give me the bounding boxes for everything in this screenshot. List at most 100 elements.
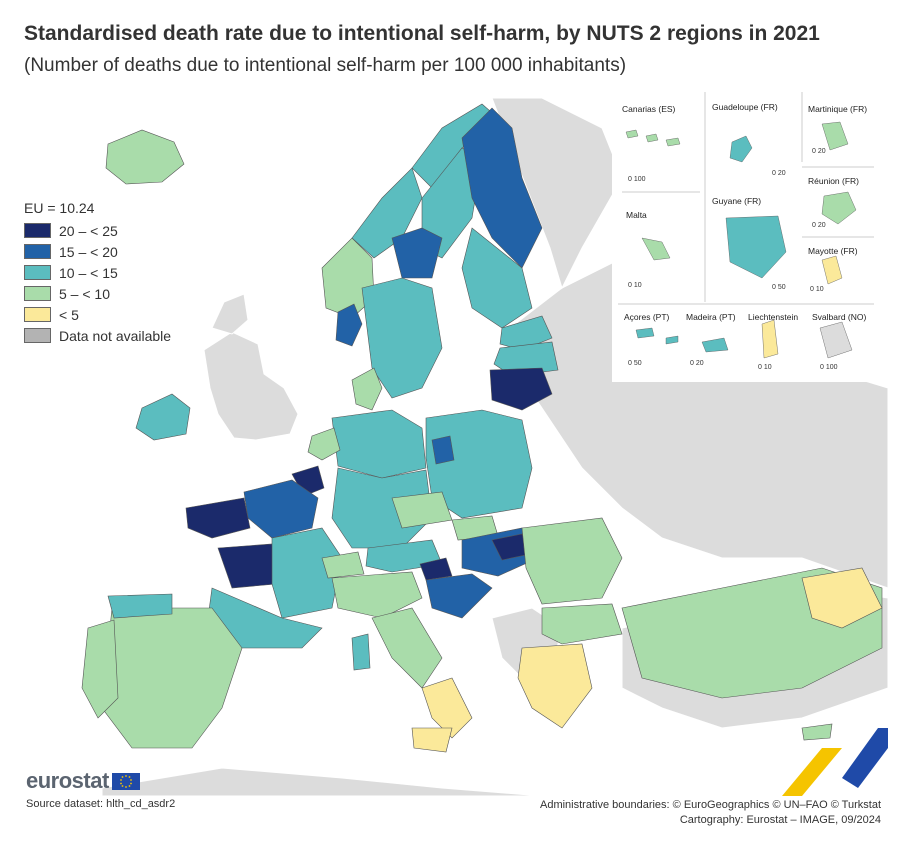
legend-label: 20 – < 25 bbox=[59, 222, 118, 239]
legend-label: Data not available bbox=[59, 327, 172, 344]
region-italy-centre bbox=[371, 607, 443, 689]
region-poland bbox=[425, 409, 533, 519]
scotland-landmass bbox=[211, 293, 249, 335]
inset-label-guadeloupe: Guadeloupe (FR) bbox=[712, 102, 778, 112]
region-sweden-mid bbox=[391, 227, 443, 279]
reunion-shape bbox=[821, 191, 857, 225]
credits: Administrative boundaries: © EuroGeograp… bbox=[540, 798, 881, 828]
region-france-brittany bbox=[185, 497, 251, 539]
region-finland-north bbox=[461, 107, 543, 269]
inset-label-canarias: Canarias (ES) bbox=[622, 104, 676, 114]
legend-swatch bbox=[24, 223, 51, 238]
region-poland-east bbox=[431, 435, 455, 465]
region-iceland bbox=[105, 129, 185, 185]
inset-label-malta: Malta bbox=[626, 210, 647, 220]
eurostat-decoration-blue bbox=[842, 728, 888, 788]
inset-label-madeira: Madeira (PT) bbox=[686, 312, 736, 322]
region-denmark bbox=[351, 367, 383, 411]
region-spain bbox=[101, 607, 243, 749]
credits-boundaries: Administrative boundaries: © EuroGeograp… bbox=[539, 799, 881, 811]
region-croatia bbox=[425, 573, 493, 619]
region-lithuania bbox=[489, 367, 553, 411]
inset-label-guyane: Guyane (FR) bbox=[712, 196, 762, 206]
legend-item: 10 – < 15 bbox=[24, 262, 171, 283]
inset-scale-reunion: 0 20 bbox=[812, 222, 826, 229]
region-italy-north bbox=[331, 571, 423, 619]
region-sardinia bbox=[351, 633, 371, 671]
region-switzerland bbox=[321, 551, 365, 579]
uk-landmass bbox=[203, 331, 299, 441]
inset-label-svalbard: Svalbard (NO) bbox=[812, 312, 867, 322]
inset-label-acores: Açores (PT) bbox=[624, 312, 670, 322]
inset-scale-martinique: 0 20 bbox=[812, 148, 826, 155]
region-slovenia bbox=[419, 557, 453, 581]
inset-scale-liechtenstein: 0 10 bbox=[758, 364, 772, 371]
region-bulgaria bbox=[541, 603, 623, 645]
martinique-shape bbox=[821, 121, 849, 151]
legend-item: 20 – < 25 bbox=[24, 220, 171, 241]
inset-label-reunion: Réunion (FR) bbox=[808, 176, 860, 186]
mayotte-shape bbox=[821, 255, 843, 285]
canarias-shape bbox=[625, 129, 681, 147]
legend-swatch bbox=[24, 328, 51, 343]
legend-label: < 5 bbox=[59, 306, 79, 323]
region-germany-south bbox=[331, 467, 433, 549]
region-netherlands bbox=[307, 427, 341, 461]
inset-label-mayotte: Mayotte (FR) bbox=[808, 246, 858, 256]
guadeloupe-shape bbox=[729, 135, 753, 163]
legend-label: 5 – < 10 bbox=[59, 285, 110, 302]
region-france-centre bbox=[271, 527, 343, 619]
region-czechia bbox=[391, 491, 453, 529]
region-france-west bbox=[217, 543, 277, 589]
region-romania bbox=[521, 517, 623, 605]
malta-shape bbox=[641, 237, 671, 261]
eu-flag-icon bbox=[111, 772, 140, 790]
inset-scale-svalbard: 0 100 bbox=[820, 364, 838, 371]
inset-scale-madeira: 0 20 bbox=[690, 360, 704, 367]
region-turkey-east bbox=[801, 567, 883, 629]
choropleth-map bbox=[81, 97, 888, 796]
legend-swatch bbox=[24, 286, 51, 301]
source-dataset: Source dataset: hlth_cd_asdr2 bbox=[26, 798, 176, 810]
legend: EU = 10.24 20 – < 25 15 – < 20 10 – < 15… bbox=[24, 200, 171, 346]
madeira-shape bbox=[701, 337, 729, 353]
region-sicily bbox=[411, 727, 453, 753]
inset-scale-guadeloupe: 0 20 bbox=[772, 170, 786, 177]
svalbard-shape bbox=[819, 321, 853, 359]
region-ireland bbox=[135, 393, 191, 441]
credits-cartography: Cartography: Eurostat – IMAGE, 09/2024 bbox=[679, 814, 881, 826]
legend-item: Data not available bbox=[24, 325, 171, 346]
map-subtitle: (Number of deaths due to intentional sel… bbox=[24, 55, 627, 76]
region-spain-north bbox=[107, 593, 173, 619]
inset-scale-malta: 0 10 bbox=[628, 282, 642, 289]
northeast-landmass bbox=[491, 97, 623, 290]
region-norway-mid bbox=[335, 303, 363, 347]
eurostat-wordmark: eurostat bbox=[26, 768, 109, 793]
legend-swatch bbox=[24, 265, 51, 280]
liechtenstein-shape bbox=[761, 319, 779, 359]
region-italy-south bbox=[421, 677, 473, 739]
eu-average: EU = 10.24 bbox=[24, 200, 95, 216]
eurostat-decoration-yellow bbox=[782, 748, 842, 796]
legend-swatch bbox=[24, 307, 51, 322]
inset-scale-mayotte: 0 10 bbox=[810, 286, 824, 293]
region-portugal bbox=[81, 619, 119, 719]
map-title: Standardised death rate due to intention… bbox=[24, 22, 820, 45]
inset-scale-guyane: 0 50 bbox=[772, 284, 786, 291]
region-greece bbox=[517, 643, 593, 729]
legend-item: 15 – < 20 bbox=[24, 241, 171, 262]
legend-label: 15 – < 20 bbox=[59, 243, 118, 260]
inset-scale-canarias: 0 100 bbox=[628, 176, 646, 183]
inset-lines bbox=[618, 92, 874, 359]
legend-swatch bbox=[24, 244, 51, 259]
acores-shape bbox=[635, 327, 679, 345]
inset-label-martinique: Martinique (FR) bbox=[808, 104, 868, 114]
inset-label-liechtenstein: Liechtenstein bbox=[748, 312, 799, 322]
north-africa-landmass bbox=[101, 767, 543, 796]
region-cyprus bbox=[801, 723, 833, 741]
legend-label: 10 – < 15 bbox=[59, 264, 118, 281]
legend-item: 5 – < 10 bbox=[24, 283, 171, 304]
legend-item: < 5 bbox=[24, 304, 171, 325]
eurostat-logo: eurostat bbox=[26, 768, 140, 794]
guyane-shape bbox=[725, 215, 787, 279]
